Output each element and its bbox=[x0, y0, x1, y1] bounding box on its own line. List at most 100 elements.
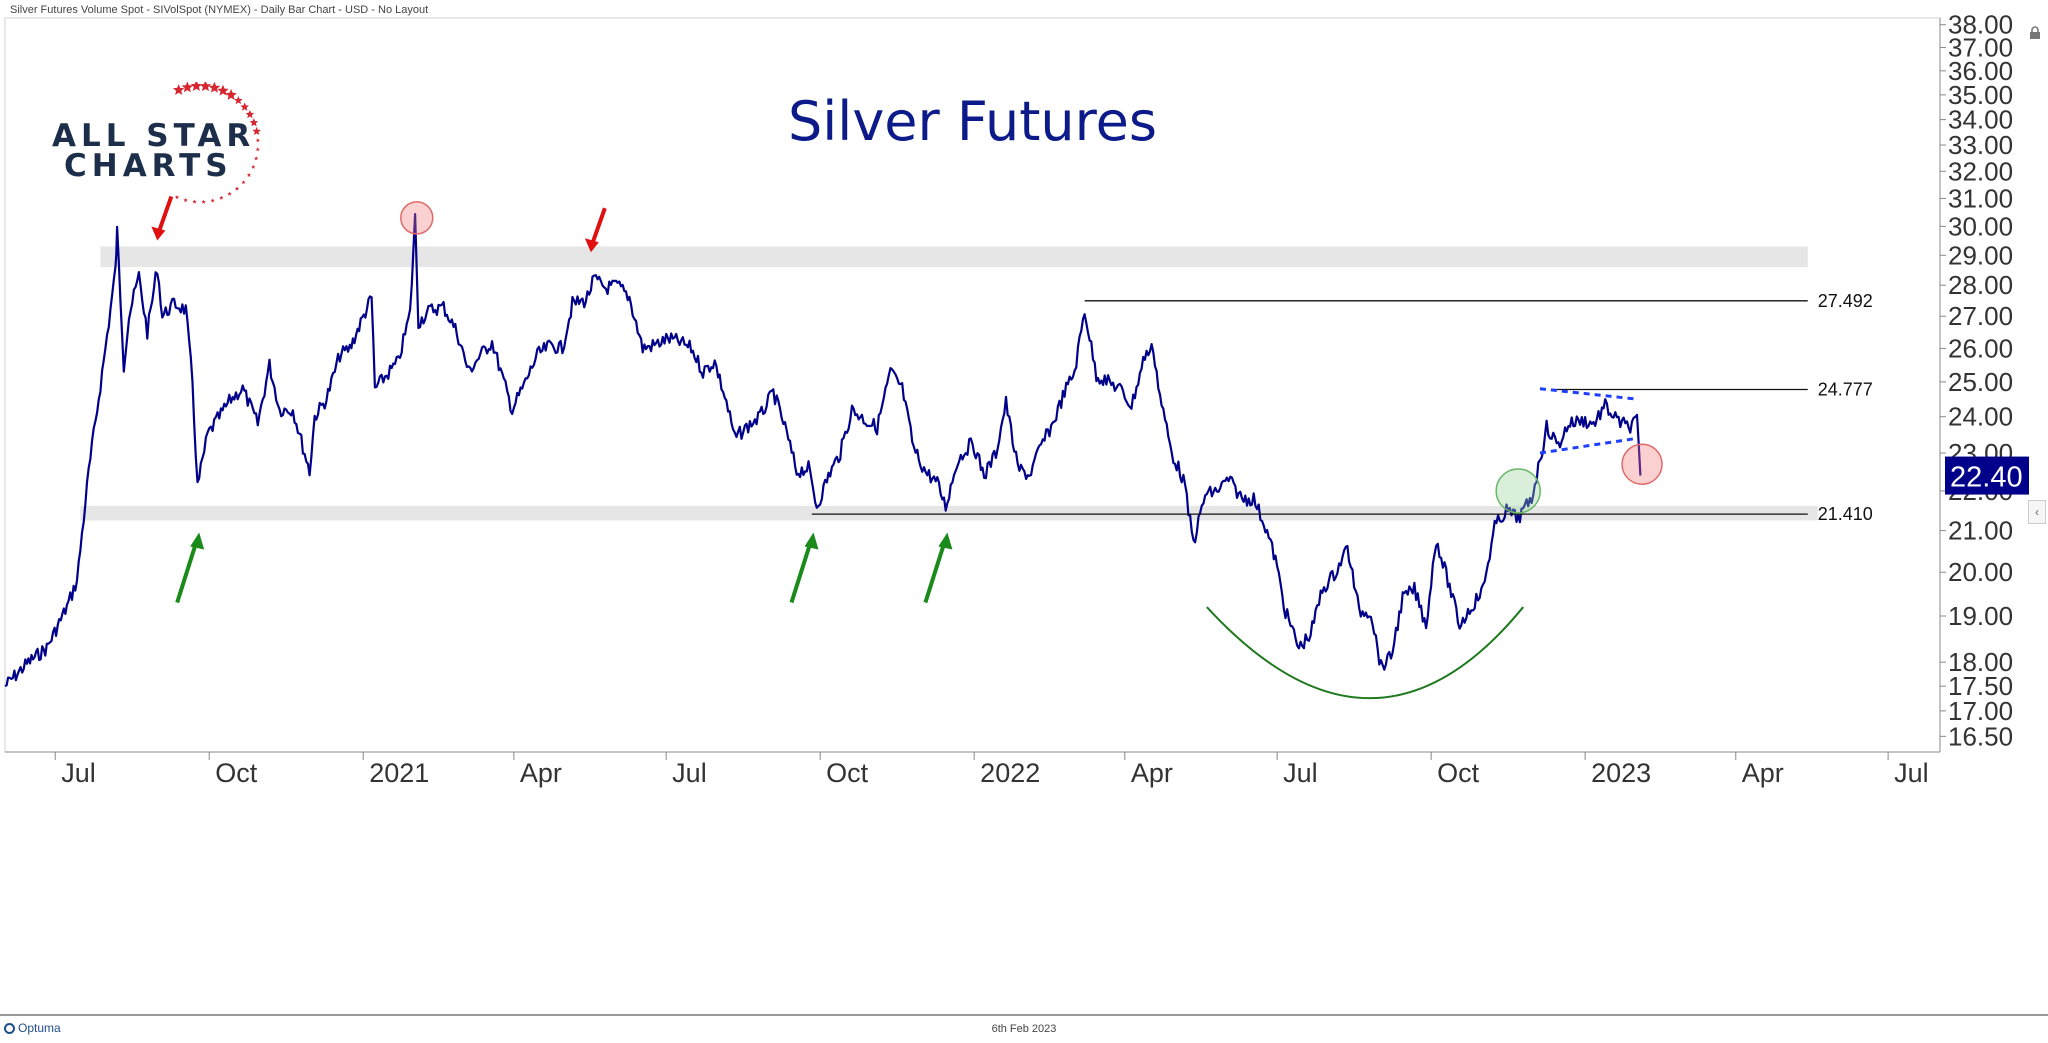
y-axis[interactable]: 38.0037.0036.0035.0034.0033.0032.0031.00… bbox=[1939, 10, 2029, 752]
chart-header: Silver Futures Volume Spot - SIVolSpot (… bbox=[0, 0, 2048, 20]
y-tick-label: 17.50 bbox=[1948, 671, 2013, 701]
green-arrow-head bbox=[804, 532, 819, 550]
optuma-logo: Optuma bbox=[4, 1021, 61, 1035]
brand-star bbox=[240, 102, 249, 111]
x-tick-label: Apr bbox=[1131, 758, 1173, 788]
brand-star bbox=[254, 156, 259, 161]
brand-star bbox=[251, 164, 256, 169]
brand-star bbox=[245, 110, 255, 119]
level-label: 21.410 bbox=[1818, 504, 1873, 524]
brand-star bbox=[208, 82, 221, 93]
red-arrow-head bbox=[151, 226, 166, 241]
star-arc-icon bbox=[172, 82, 261, 204]
y-tick-label: 20.00 bbox=[1948, 557, 2013, 587]
green-arrow-shaft bbox=[175, 541, 199, 604]
green-circle-highlight bbox=[1495, 468, 1541, 514]
brand-star bbox=[172, 84, 185, 95]
brand-star bbox=[219, 195, 224, 200]
collapse-panel-icon[interactable]: ‹ bbox=[2028, 500, 2046, 524]
x-tick-label: Jul bbox=[672, 758, 707, 788]
y-tick-label: 19.00 bbox=[1948, 601, 2013, 631]
x-tick-label: 2023 bbox=[1591, 758, 1651, 788]
y-tick-label: 26.00 bbox=[1948, 333, 2013, 363]
annotations bbox=[151, 195, 1663, 699]
y-tick-label: 21.00 bbox=[1948, 516, 2013, 546]
x-tick-label: 2022 bbox=[980, 758, 1040, 788]
y-tick-label: 33.00 bbox=[1948, 130, 2013, 160]
brand-star bbox=[181, 82, 194, 93]
red-arrow-shaft bbox=[590, 207, 607, 243]
brand-star bbox=[190, 82, 203, 91]
brand-star bbox=[241, 180, 246, 185]
x-tick-label: Oct bbox=[215, 758, 258, 788]
brand-star bbox=[246, 172, 252, 177]
red-arrow-head bbox=[584, 238, 599, 253]
y-tick-label: 38.00 bbox=[1948, 10, 2013, 40]
y-tick-label: 16.50 bbox=[1948, 721, 2013, 751]
y-tick-label: 28.00 bbox=[1948, 270, 2013, 300]
x-tick-label: Oct bbox=[1437, 758, 1480, 788]
all-star-charts-logo: ALL STAR CHARTS bbox=[40, 82, 280, 212]
y-tick-label: 32.00 bbox=[1948, 156, 2013, 186]
y-tick-label: 24.00 bbox=[1948, 402, 2013, 432]
optuma-brand-text: Optuma bbox=[18, 1021, 61, 1035]
brand-star bbox=[225, 89, 237, 100]
chart-title: Silver Futures bbox=[788, 90, 1157, 153]
current-price-badge bbox=[1945, 456, 2029, 495]
brand-star bbox=[217, 84, 229, 96]
y-tick-label: 34.00 bbox=[1948, 105, 2013, 135]
x-tick-label: Oct bbox=[826, 758, 869, 788]
y-tick-label: 17.00 bbox=[1948, 696, 2013, 726]
y-tick-label: 36.00 bbox=[1948, 56, 2013, 86]
y-tick-label: 18.00 bbox=[1948, 647, 2013, 677]
chart-footer: Optuma 6th Feb 2023 bbox=[0, 1015, 2048, 1043]
channel-line bbox=[1539, 387, 1638, 401]
x-tick-label: Jul bbox=[1894, 758, 1929, 788]
lock-icon[interactable] bbox=[2028, 26, 2042, 40]
brand-star bbox=[174, 195, 180, 199]
x-tick-label: Apr bbox=[520, 758, 562, 788]
chart-header-text: Silver Futures Volume Spot - SIVolSpot (… bbox=[10, 4, 429, 16]
footer-date: 6th Feb 2023 bbox=[991, 1023, 1057, 1035]
red-arrow-shaft bbox=[157, 195, 174, 232]
x-tick-label: 2021 bbox=[369, 758, 429, 788]
red-circle-highlight bbox=[1621, 443, 1663, 485]
brand-star bbox=[255, 138, 260, 143]
brand-star bbox=[183, 198, 188, 202]
brand-star bbox=[199, 82, 212, 92]
price-line bbox=[4, 213, 1642, 688]
cup-curve bbox=[1206, 606, 1524, 699]
brand-star bbox=[227, 191, 232, 196]
brand-star bbox=[255, 147, 260, 152]
x-tick-label: Jul bbox=[61, 758, 96, 788]
y-tick-label: 30.00 bbox=[1948, 211, 2013, 241]
green-arrow-head bbox=[190, 532, 205, 550]
x-axis[interactable]: Jul Oct 2021 Apr Jul Oct 2022 Apr Jul Oct 2023 Apr J… bbox=[5, 751, 1940, 788]
y-tick-label: 37.00 bbox=[1948, 32, 2013, 62]
brand-star bbox=[234, 186, 240, 191]
support-resistance-zones bbox=[80, 246, 1818, 521]
y-tick-label: 25.00 bbox=[1948, 367, 2013, 397]
price-series bbox=[4, 213, 1642, 688]
y-tick-label: 27.00 bbox=[1948, 301, 2013, 331]
red-circle-highlight bbox=[400, 201, 434, 235]
x-tick-label: Apr bbox=[1742, 758, 1784, 788]
level-label: 27.492 bbox=[1818, 291, 1873, 311]
green-arrow-head bbox=[938, 532, 953, 550]
brand-star bbox=[252, 126, 261, 135]
brand-star bbox=[234, 96, 243, 105]
optuma-mark-icon bbox=[4, 1022, 15, 1034]
price-zone bbox=[80, 505, 1818, 521]
price-zone bbox=[100, 246, 1808, 268]
level-label: 24.777 bbox=[1818, 380, 1873, 400]
brand-line-2: CHARTS bbox=[64, 148, 233, 184]
current-price-label: 22.40 bbox=[1950, 462, 2023, 494]
horizontal-levels[interactable]: 27.492 24.777 21.410 bbox=[811, 291, 1873, 524]
y-tick-label: 35.00 bbox=[1948, 80, 2013, 110]
brand-line-1: ALL STAR bbox=[52, 118, 256, 154]
brand-star bbox=[192, 199, 197, 204]
green-arrow-shaft bbox=[923, 541, 947, 604]
y-tick-label: 31.00 bbox=[1948, 183, 2013, 213]
y-tick-label: 29.00 bbox=[1948, 240, 2013, 270]
